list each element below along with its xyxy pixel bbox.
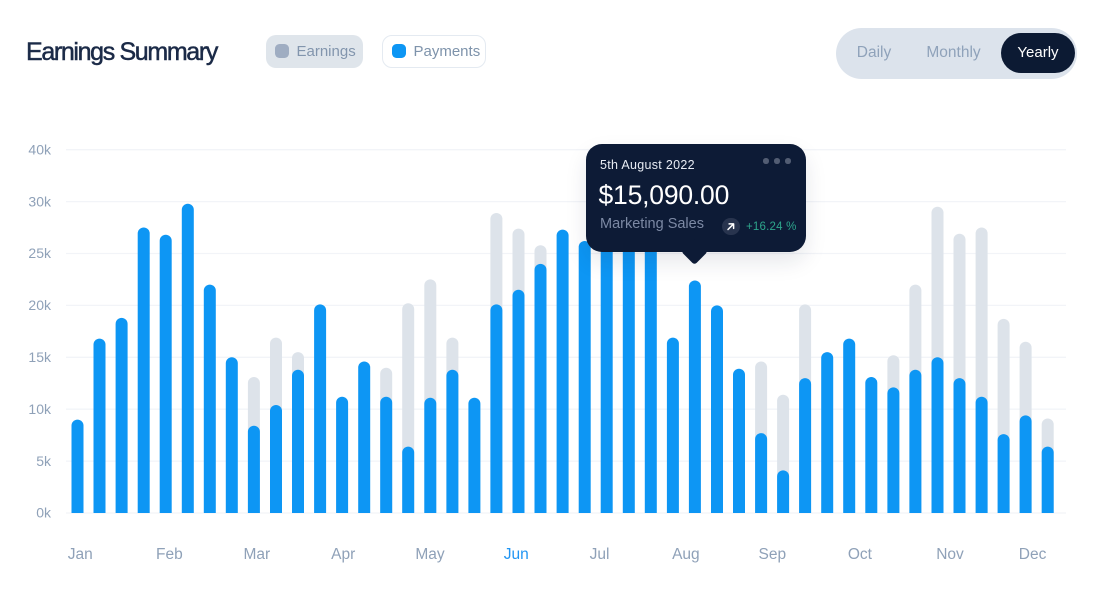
svg-text:15k: 15k xyxy=(28,349,52,365)
svg-text:30k: 30k xyxy=(28,193,52,209)
svg-text:Aug: Aug xyxy=(672,546,700,563)
svg-text:Oct: Oct xyxy=(848,546,873,563)
svg-text:10k: 10k xyxy=(28,401,52,417)
svg-text:Nov: Nov xyxy=(936,546,964,563)
svg-text:0k: 0k xyxy=(36,505,52,521)
svg-text:Apr: Apr xyxy=(331,546,355,563)
svg-text:Feb: Feb xyxy=(156,546,183,563)
svg-text:Mar: Mar xyxy=(243,546,270,563)
svg-text:Jan: Jan xyxy=(68,546,93,563)
svg-text:20k: 20k xyxy=(28,297,52,313)
svg-text:Dec: Dec xyxy=(1019,546,1047,563)
svg-text:25k: 25k xyxy=(28,245,52,261)
svg-text:May: May xyxy=(415,546,445,563)
svg-text:Jun: Jun xyxy=(504,546,529,563)
svg-text:40k: 40k xyxy=(28,141,52,157)
svg-text:Sep: Sep xyxy=(759,546,787,563)
svg-text:5k: 5k xyxy=(36,453,52,469)
svg-text:Jul: Jul xyxy=(590,546,610,563)
